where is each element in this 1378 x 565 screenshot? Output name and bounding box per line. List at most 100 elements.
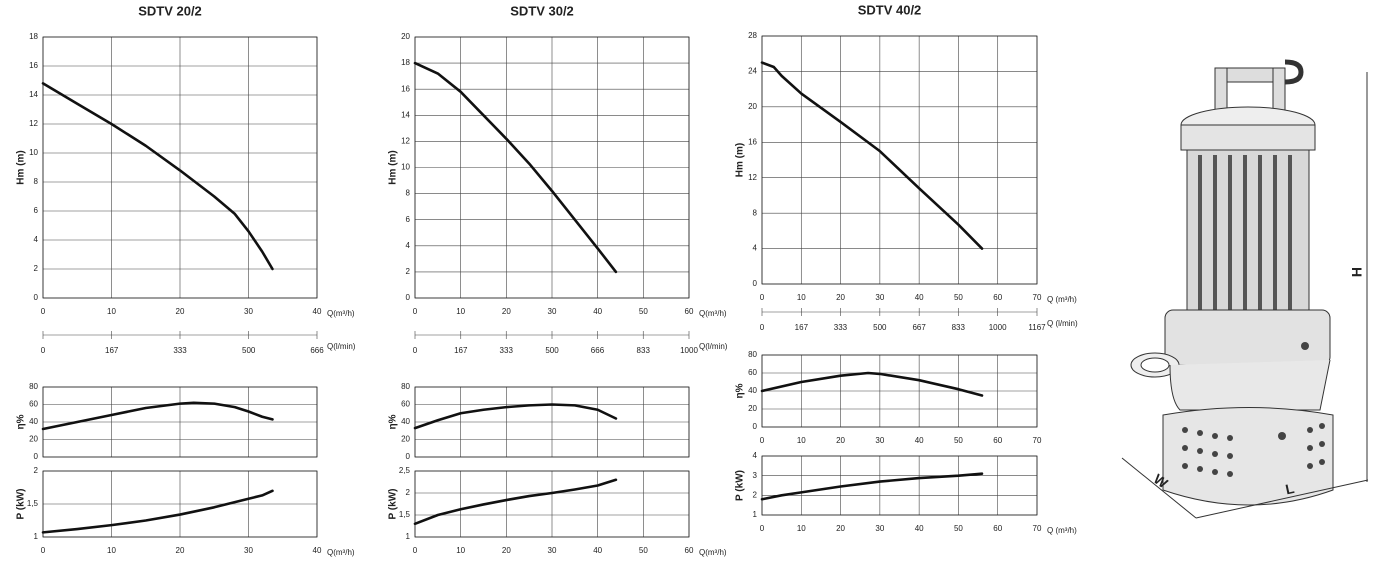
y-axis-label: P (kW)	[388, 489, 399, 520]
x-tick-label: 10	[107, 546, 116, 555]
y-tick-label: 0	[34, 293, 39, 302]
x-tick-label: 10	[797, 436, 806, 445]
y-tick-label: 40	[748, 386, 757, 395]
y-tick-label: 12	[401, 137, 410, 146]
y-tick-label: 10	[401, 163, 410, 172]
x2-tick-label: 500	[545, 346, 559, 355]
x-tick-label: 30	[244, 546, 253, 555]
x-tick-label: 40	[593, 546, 602, 555]
y-tick-label: 1,5	[27, 499, 39, 508]
y-tick-label: 60	[401, 400, 410, 409]
y-tick-label: 80	[401, 382, 410, 391]
y-tick-label: 0	[753, 422, 758, 431]
plot-frame	[761, 35, 1038, 285]
y-tick-label: 8	[753, 208, 758, 217]
curve	[41, 82, 274, 271]
x2-tick-label: 167	[795, 323, 809, 332]
x-tick-label: 40	[915, 524, 924, 533]
x2-tick-label: 167	[454, 346, 468, 355]
x-tick-label: 30	[548, 546, 557, 555]
x2-tick-label: 1000	[680, 346, 698, 355]
plot-frame	[414, 36, 690, 299]
y-axis-label: Hm (m)	[735, 143, 746, 177]
curve	[760, 472, 984, 501]
x2-axis-label: Q (l/min)	[1047, 319, 1078, 328]
x-tick-label: 10	[797, 524, 806, 533]
x-tick-label: 0	[413, 307, 418, 316]
y-tick-label: 2	[34, 264, 39, 273]
y-axis-label: P (kW)	[16, 489, 27, 520]
x-tick-label: 10	[797, 293, 806, 302]
y-tick-label: 20	[401, 435, 410, 444]
x-tick-label: 30	[875, 436, 884, 445]
y-tick-label: 20	[748, 404, 757, 413]
plot-frame	[42, 470, 318, 538]
y-tick-label: 20	[401, 32, 410, 41]
x-tick-label: 60	[993, 293, 1002, 302]
dim-label: H	[1349, 267, 1365, 277]
y-tick-label: 80	[29, 382, 38, 391]
x-tick-label: 50	[954, 436, 963, 445]
x-tick-label: 0	[760, 436, 765, 445]
chart-title: SDTV 30/2	[510, 3, 574, 18]
x-tick-label: 50	[639, 546, 648, 555]
dim-label: L	[1284, 480, 1296, 498]
pump-drawing	[1121, 59, 1369, 519]
plot-frame	[42, 36, 318, 299]
y-tick-label: 12	[29, 119, 38, 128]
curve	[413, 61, 618, 274]
chart-title: SDTV 40/2	[858, 2, 922, 17]
y-tick-label: 40	[401, 417, 410, 426]
x2-tick-label: 0	[760, 323, 765, 332]
x-axis-label: Q(m³/h)	[699, 548, 727, 557]
y-axis-label: η%	[16, 414, 27, 429]
x-tick-label: 30	[875, 293, 884, 302]
y-tick-label: 3	[753, 471, 758, 480]
y-tick-label: 4	[406, 241, 411, 250]
x-tick-label: 0	[41, 307, 46, 316]
x2-tick-label: 333	[173, 346, 187, 355]
y-tick-label: 18	[29, 32, 38, 41]
x-tick-label: 40	[593, 307, 602, 316]
x-tick-label: 60	[993, 436, 1002, 445]
x2-tick-label: 667	[912, 323, 926, 332]
y-axis-label: Hm (m)	[16, 150, 27, 184]
x-tick-label: 40	[915, 293, 924, 302]
x-tick-label: 0	[413, 546, 418, 555]
x-axis-label: Q(m³/h)	[327, 309, 355, 318]
y-tick-label: 4	[753, 451, 758, 460]
y-tick-label: 16	[401, 84, 410, 93]
y-tick-label: 18	[401, 58, 410, 67]
y-tick-label: 16	[29, 61, 38, 70]
x-tick-label: 50	[954, 524, 963, 533]
y-tick-label: 6	[34, 206, 39, 215]
x-tick-label: 70	[1033, 524, 1042, 533]
curve	[760, 371, 984, 397]
x-axis-label: Q(m³/h)	[327, 548, 355, 557]
curve	[41, 401, 274, 431]
x2-tick-label: 333	[500, 346, 514, 355]
y-tick-label: 4	[753, 244, 758, 253]
y-tick-label: 20	[29, 435, 38, 444]
curve	[41, 489, 274, 534]
plot-frame	[414, 470, 690, 538]
y-tick-label: 0	[34, 452, 39, 461]
x-tick-label: 50	[639, 307, 648, 316]
x-tick-label: 60	[685, 307, 694, 316]
x-axis-label: Q(m³/h)	[699, 309, 727, 318]
curve	[413, 478, 618, 526]
y-tick-label: 2	[406, 267, 411, 276]
y-tick-label: 14	[401, 110, 410, 119]
x-tick-label: 20	[502, 307, 511, 316]
x2-axis-label: Q(l/min)	[699, 342, 728, 351]
x-tick-label: 20	[176, 546, 185, 555]
y-tick-label: 60	[29, 400, 38, 409]
y-tick-label: 14	[29, 90, 38, 99]
x-tick-label: 0	[760, 293, 765, 302]
x2-tick-label: 833	[637, 346, 651, 355]
x-tick-label: 30	[244, 307, 253, 316]
x-tick-label: 20	[836, 436, 845, 445]
x-tick-label: 60	[993, 524, 1002, 533]
y-tick-label: 16	[748, 137, 757, 146]
plot-frame	[42, 386, 318, 458]
